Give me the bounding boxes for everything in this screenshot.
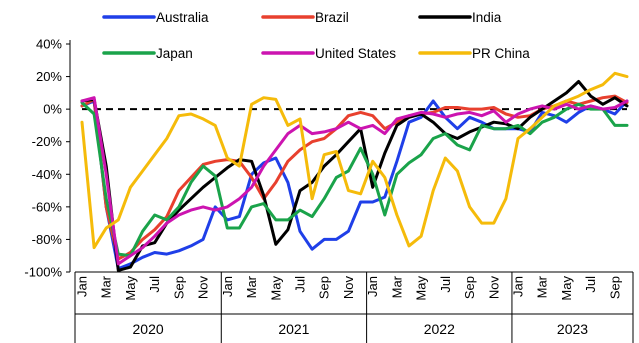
year-label: 2022 <box>424 321 455 337</box>
year-label: 2020 <box>133 321 164 337</box>
y-tick-label: 20% <box>36 69 62 84</box>
legend-item-pr-china: PR China <box>418 46 530 61</box>
x-tick-label: Jan <box>75 276 90 297</box>
y-axis: -100% -80% -60% -40% -20% 0% 20% 40% <box>24 37 71 280</box>
x-tick-label: Sep <box>317 276 332 299</box>
y-tick-label: -20% <box>32 134 63 149</box>
legend-label: Australia <box>156 10 209 25</box>
x-tick-label: May <box>414 276 429 301</box>
x-tick-label: May <box>268 276 283 301</box>
y-tick-label: -60% <box>32 199 63 214</box>
x-tick-label: Nov <box>196 276 211 300</box>
x-tick-label: May <box>559 276 574 301</box>
x-axis: Jan Mar May Jul Sep Nov Jan Mar May Jul Sep Nov Jan M… <box>74 271 634 343</box>
x-tick-label: Jul <box>293 276 308 293</box>
x-tick-label: Jul <box>583 276 598 293</box>
legend-item-japan: Japan <box>102 46 193 61</box>
legend: Australia Brazil India Japan United States PR… <box>102 10 530 61</box>
legend-label: Brazil <box>315 10 349 25</box>
x-tick-label: Jan <box>220 276 235 297</box>
x-tick-label: Jul <box>438 276 453 293</box>
x-tick-label: Jan <box>365 276 380 297</box>
x-tick-label: Jul <box>147 276 162 293</box>
x-tick-label: May <box>123 276 138 301</box>
y-tick-label: -40% <box>32 167 63 182</box>
series-line-united-states <box>80 96 629 266</box>
legend-item-australia: Australia <box>102 10 209 25</box>
x-tick-label: Mar <box>244 275 259 298</box>
x-tick-label: Sep <box>607 276 622 299</box>
y-tick-label: -100% <box>24 265 62 280</box>
series-line-india <box>80 80 629 272</box>
y-tick-label: 40% <box>36 37 62 52</box>
year-label: 2023 <box>557 321 588 337</box>
legend-label: PR China <box>472 46 530 61</box>
legend-label: India <box>472 10 502 25</box>
x-tick-label: Nov <box>341 276 356 300</box>
y-tick-label: -80% <box>32 232 63 247</box>
x-tick-label: Jan <box>511 276 526 297</box>
x-tick-label: Sep <box>171 276 186 299</box>
legend-item-india: India <box>418 10 502 25</box>
x-tick-label: Sep <box>462 276 477 299</box>
legend-label: Japan <box>156 46 193 61</box>
x-tick-label: Mar <box>99 275 114 298</box>
legend-label: United States <box>315 46 396 61</box>
series-line-japan <box>80 101 629 258</box>
legend-item-brazil: Brazil <box>261 10 349 25</box>
year-label: 2021 <box>278 321 309 337</box>
x-tick-label: Mar <box>389 275 404 298</box>
series-line-pr-china <box>80 71 629 250</box>
x-tick-label: Mar <box>535 275 550 298</box>
series-lines <box>80 71 629 272</box>
x-tick-label: Nov <box>486 276 501 300</box>
y-tick-label: 0% <box>43 102 62 117</box>
legend-item-united-states: United States <box>261 46 396 61</box>
